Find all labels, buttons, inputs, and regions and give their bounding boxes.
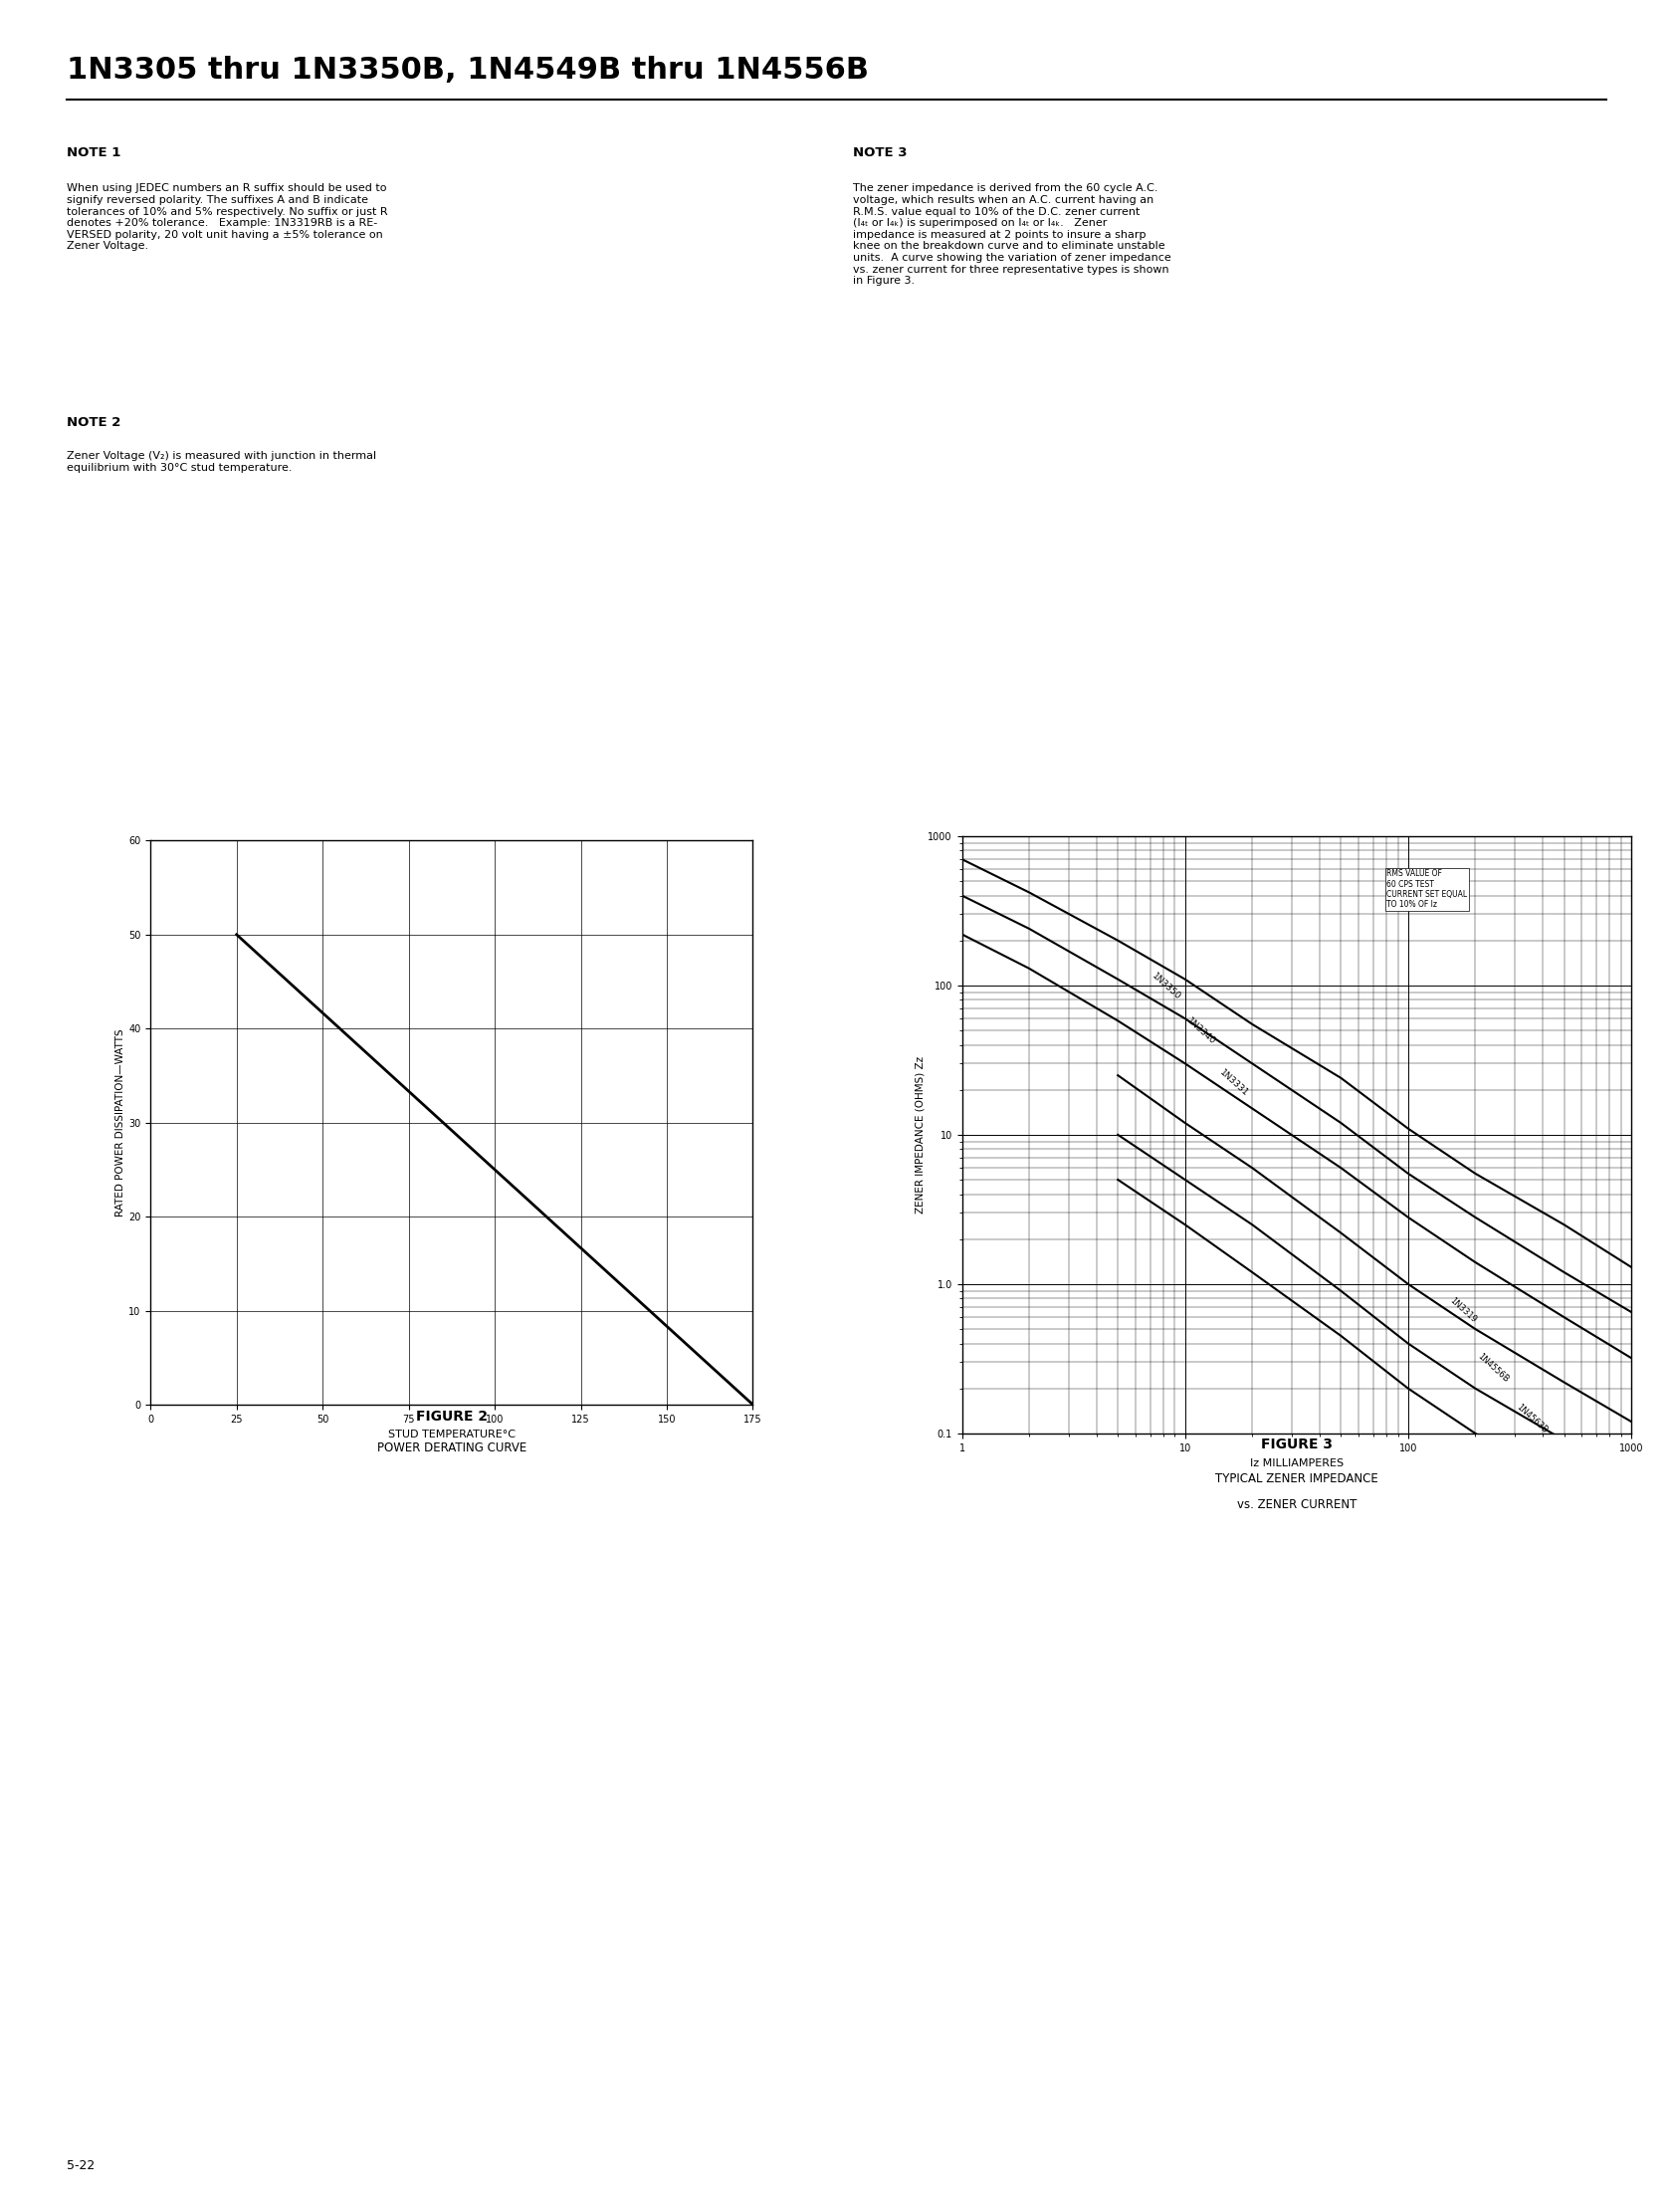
Text: The zener impedance is derived from the 60 cycle A.C.
voltage, which results whe: The zener impedance is derived from the … (853, 184, 1170, 285)
X-axis label: Iz MILLIAMPERES: Iz MILLIAMPERES (1249, 1458, 1343, 1469)
Text: TYPICAL ZENER IMPEDANCE: TYPICAL ZENER IMPEDANCE (1214, 1471, 1378, 1484)
Text: 1N4556B: 1N4556B (1475, 1352, 1508, 1385)
X-axis label: STUD TEMPERATURE°C: STUD TEMPERATURE°C (388, 1429, 515, 1440)
Text: POWER DERATING CURVE: POWER DERATING CURVE (376, 1440, 527, 1453)
Text: Zener Voltage (V₂) is measured with junction in thermal
equilibrium with 30°C st: Zener Voltage (V₂) is measured with junc… (67, 451, 376, 473)
Y-axis label: ZENER IMPEDANCE (OHMS) Zz: ZENER IMPEDANCE (OHMS) Zz (915, 1055, 925, 1214)
Text: FIGURE 2: FIGURE 2 (416, 1409, 487, 1422)
Text: RMS VALUE OF
60 CPS TEST
CURRENT SET EQUAL
TO 10% OF Iz: RMS VALUE OF 60 CPS TEST CURRENT SET EQU… (1386, 869, 1466, 909)
Text: NOTE 3: NOTE 3 (853, 146, 906, 159)
Text: 1N3340: 1N3340 (1184, 1018, 1217, 1046)
Text: 1N3319: 1N3319 (1446, 1296, 1476, 1325)
Text: 1N3331: 1N3331 (1217, 1068, 1249, 1099)
Text: When using JEDEC numbers an R suffix should be used to
signify reversed polarity: When using JEDEC numbers an R suffix sho… (67, 184, 388, 252)
Text: 1N4563B: 1N4563B (1513, 1402, 1548, 1436)
Text: 1N3350: 1N3350 (1150, 971, 1182, 1002)
Text: NOTE 2: NOTE 2 (67, 416, 120, 429)
Text: NOTE 1: NOTE 1 (67, 146, 120, 159)
Text: vs. ZENER CURRENT: vs. ZENER CURRENT (1236, 1498, 1356, 1511)
Text: FIGURE 3: FIGURE 3 (1261, 1438, 1331, 1451)
Text: 1N3305 thru 1N3350B, 1N4549B thru 1N4556B: 1N3305 thru 1N3350B, 1N4549B thru 1N4556… (67, 55, 868, 84)
Y-axis label: RATED POWER DISSIPATION—WATTS: RATED POWER DISSIPATION—WATTS (115, 1029, 125, 1217)
Text: 5-22: 5-22 (67, 2159, 95, 2172)
